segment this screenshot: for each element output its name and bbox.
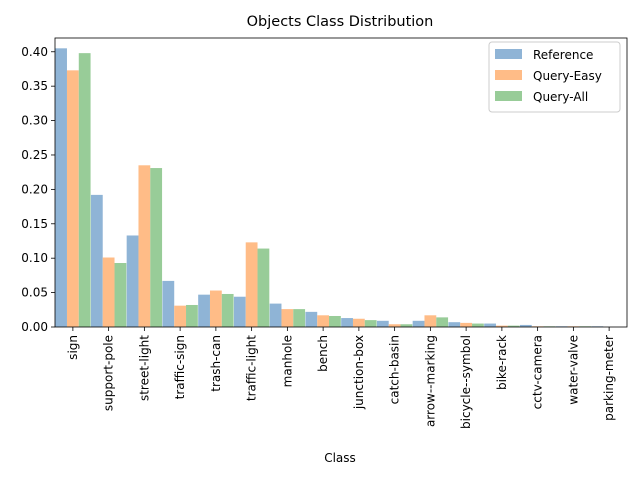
x-tick-label: bike-rack	[495, 335, 509, 390]
chart-title: Objects Class Distribution	[247, 14, 434, 30]
legend-swatch	[495, 91, 522, 101]
x-tick-label: arrow--marking	[423, 335, 437, 427]
bar-query-easy-manhole	[281, 309, 294, 327]
bar-reference-traffic-light	[233, 296, 246, 327]
x-tick-label: junction-box	[352, 335, 366, 410]
bar-reference-trash-can	[198, 294, 210, 327]
x-tick-label: water-valve	[566, 335, 580, 405]
x-tick-label: catch-basin	[388, 335, 402, 404]
bar-query-all-traffic-sign	[186, 304, 198, 327]
legend: Reference Query-Easy Query-All	[488, 41, 621, 113]
bar-query-easy-junction-box	[352, 318, 365, 327]
bar-query-easy-traffic-sign	[174, 305, 187, 327]
bar-reference-bicycle--symbol	[448, 322, 461, 327]
bar-query-all-trash-can	[221, 293, 234, 327]
legend-label: Query-All	[533, 90, 588, 104]
bar-query-easy-support-pole	[102, 257, 115, 327]
bar-reference-cctv-camera	[519, 324, 532, 327]
bar-query-easy-street-light	[138, 165, 151, 327]
bar-query-all-junction-box	[364, 320, 377, 327]
bar-query-easy-bench	[317, 315, 330, 327]
x-tick-label: trash-can	[209, 335, 223, 392]
bar-reference-traffic-sign	[162, 280, 175, 327]
x-tick-label: sign	[66, 335, 80, 360]
x-tick-label: bicycle--symbol	[459, 335, 473, 429]
bar-query-easy-catch-basin	[388, 324, 401, 327]
bar-reference-sign	[55, 48, 67, 327]
y-tick-label: 0.20	[21, 182, 48, 196]
y-tick-label: 0.30	[21, 114, 48, 128]
bar-query-all-support-pole	[114, 263, 127, 327]
y-tick-label: 0.10	[21, 251, 48, 265]
bar-reference-bike-rack	[484, 323, 496, 327]
legend-label: Query-Easy	[533, 69, 602, 83]
y-axis: 0.00 0.05 0.10 0.15 0.20 0.25 0.30 0.35 0.40	[21, 45, 55, 334]
bar-query-easy-arrow--marking	[424, 315, 437, 327]
y-tick-label: 0.25	[21, 148, 48, 162]
bar-query-all-street-light	[150, 168, 163, 327]
bar-query-easy-traffic-light	[245, 242, 258, 327]
bar-query-all-catch-basin	[400, 324, 413, 327]
bar-query-all-manhole	[293, 309, 306, 327]
bar-query-easy-trash-can	[209, 290, 222, 327]
bar-reference-manhole	[269, 303, 282, 327]
x-tick-label: traffic-light	[245, 335, 259, 401]
y-tick-label: 0.00	[21, 320, 48, 334]
bar-reference-catch-basin	[376, 320, 389, 327]
bar-query-all-bicycle--symbol	[472, 323, 484, 327]
bar-reference-bench	[305, 311, 318, 327]
x-tick-label: traffic-sign	[173, 335, 187, 399]
plot-frame	[54, 37, 628, 328]
x-tick-label: manhole	[280, 335, 294, 387]
bars	[55, 48, 604, 328]
x-tick-label: street-light	[137, 335, 151, 401]
legend-label: Reference	[533, 48, 593, 62]
bar-query-easy-bike-rack	[495, 325, 508, 327]
y-tick-label: 0.35	[21, 79, 48, 93]
y-tick-label: 0.05	[21, 286, 48, 300]
y-tick-label: 0.40	[21, 45, 48, 59]
bar-query-all-arrow--marking	[436, 317, 449, 327]
bar-query-all-bench	[329, 315, 341, 327]
bar-reference-arrow--marking	[412, 320, 425, 327]
bar-query-easy-sign	[66, 70, 79, 327]
x-tick-label: cctv-camera	[531, 335, 545, 409]
bar-query-all-bike-rack	[507, 325, 520, 327]
bar-query-all-sign	[78, 53, 91, 328]
x-axis: sign support-pole street-light traffic-sign…	[66, 327, 616, 429]
bar-query-all-traffic-light	[257, 248, 270, 327]
x-tick-label: support-pole	[102, 335, 116, 411]
y-tick-label: 0.15	[21, 217, 48, 231]
x-tick-label: bench	[316, 335, 330, 372]
x-axis-label: Class	[324, 451, 356, 465]
legend-swatch	[495, 70, 522, 80]
bar-query-easy-bicycle--symbol	[460, 322, 473, 327]
bar-reference-junction-box	[341, 318, 353, 327]
bar-reference-support-pole	[90, 194, 103, 327]
bar-reference-street-light	[126, 235, 139, 327]
legend-swatch	[495, 49, 522, 59]
x-tick-label: parking-meter	[602, 335, 616, 421]
